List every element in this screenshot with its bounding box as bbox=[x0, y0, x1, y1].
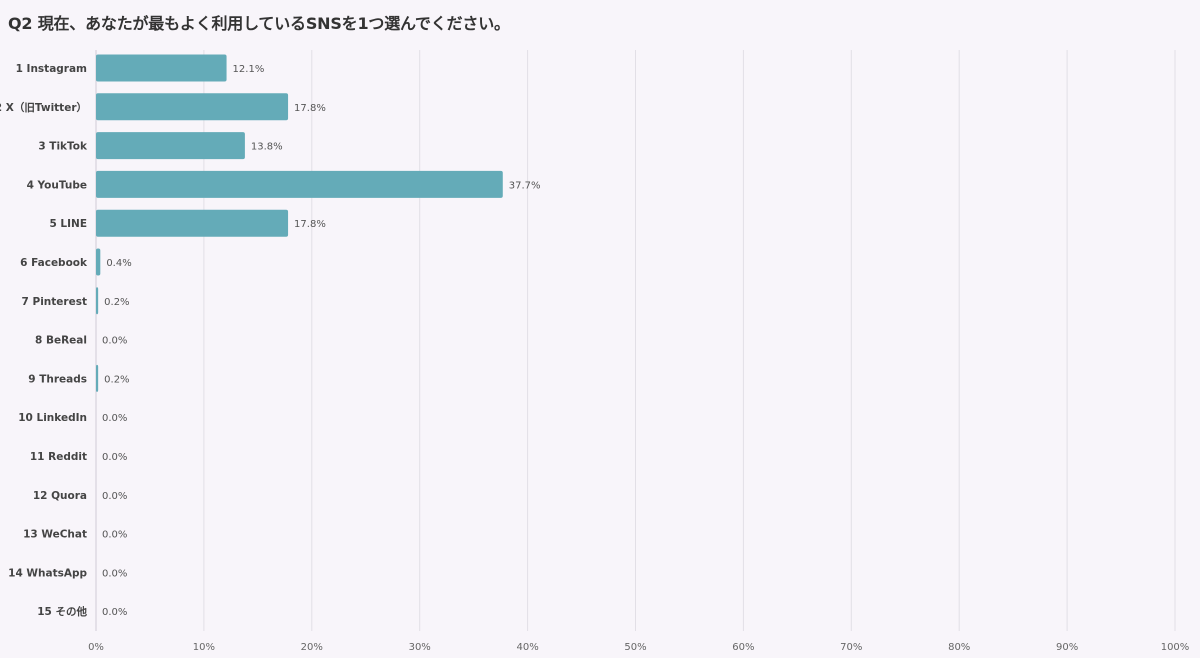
value-label: 0.0% bbox=[102, 336, 127, 347]
category-label: 6 Facebook bbox=[20, 257, 88, 269]
value-label: 0.2% bbox=[104, 297, 129, 308]
x-tick-label: 30% bbox=[409, 642, 431, 653]
category-label: 14 WhatsApp bbox=[8, 567, 87, 579]
value-label: 17.8% bbox=[294, 103, 326, 114]
value-label: 37.7% bbox=[509, 180, 541, 191]
category-label: 8 BeReal bbox=[35, 335, 87, 347]
category-label: 15 その他 bbox=[37, 605, 87, 618]
x-tick-label: 100% bbox=[1161, 642, 1190, 653]
x-tick-label: 20% bbox=[301, 642, 323, 653]
value-label: 0.0% bbox=[102, 452, 127, 463]
x-tick-label: 70% bbox=[840, 642, 862, 653]
bar bbox=[96, 93, 289, 121]
x-tick-label: 80% bbox=[948, 642, 970, 653]
category-label: 4 YouTube bbox=[27, 179, 87, 191]
category-label: 9 Threads bbox=[28, 373, 87, 385]
grid-layer bbox=[95, 50, 1176, 631]
value-label: 0.0% bbox=[102, 607, 127, 618]
category-label: 13 WeChat bbox=[23, 529, 87, 541]
category-label: 12 Quora bbox=[33, 490, 87, 502]
category-label: 11 Reddit bbox=[30, 451, 87, 463]
bar bbox=[96, 209, 289, 237]
bar bbox=[96, 248, 101, 276]
x-tick-label: 50% bbox=[624, 642, 646, 653]
x-axis-ticks: 0% 10% 20% 30% 40% 50% 60% 70% 80% 90% 100% bbox=[88, 642, 1189, 653]
value-label: 12.1% bbox=[233, 64, 265, 75]
bar bbox=[96, 132, 245, 160]
category-label: 7 Pinterest bbox=[22, 296, 87, 308]
value-label: 13.8% bbox=[251, 142, 283, 153]
value-label: 0.0% bbox=[102, 568, 127, 579]
x-tick-label: 0% bbox=[88, 642, 104, 653]
value-label: 0.0% bbox=[102, 413, 127, 424]
bar bbox=[96, 287, 99, 315]
value-label: 0.0% bbox=[102, 530, 127, 541]
x-tick-label: 60% bbox=[732, 642, 754, 653]
bar-layer bbox=[96, 54, 503, 392]
value-label: 17.8% bbox=[294, 219, 326, 230]
x-tick-label: 40% bbox=[516, 642, 538, 653]
bar bbox=[96, 170, 503, 198]
value-label: 0.2% bbox=[104, 374, 129, 385]
value-label: 0.4% bbox=[106, 258, 131, 269]
category-label: 10 LinkedIn bbox=[18, 412, 87, 424]
label-layer: 1 Instagram 12.1% 2 X（旧Twitter） 17.8% 3 TikT… bbox=[0, 63, 541, 618]
x-tick-label: 10% bbox=[193, 642, 215, 653]
value-label: 0.0% bbox=[102, 491, 127, 502]
chart-title: Q2 現在、あなたが最もよく利用しているSNSを1つ選んでください。 bbox=[8, 14, 510, 33]
category-label: 2 X（旧Twitter） bbox=[0, 101, 87, 114]
bar bbox=[96, 364, 99, 392]
category-label: 5 LINE bbox=[49, 218, 87, 230]
x-tick-label: 90% bbox=[1056, 642, 1078, 653]
category-label: 1 Instagram bbox=[16, 63, 87, 75]
bar bbox=[96, 54, 227, 82]
category-label: 3 TikTok bbox=[38, 141, 88, 153]
